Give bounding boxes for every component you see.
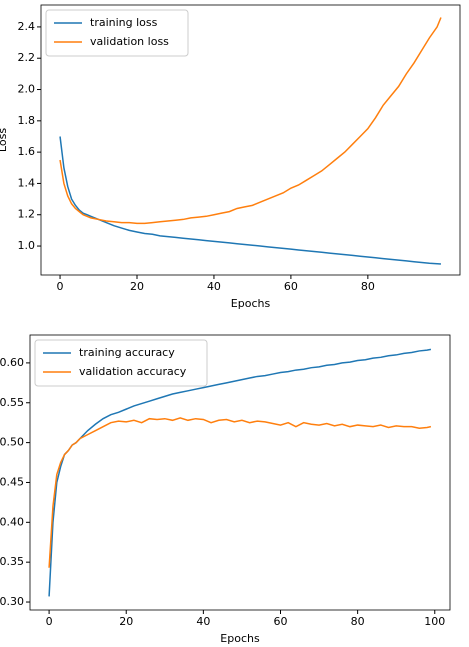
data-line [48, 417, 432, 568]
x-tick-label: 20 [130, 280, 144, 293]
data-line [48, 348, 432, 597]
y-axis-label: Loss [0, 128, 9, 152]
y-tick-label: 2.4 [18, 20, 36, 33]
y-tick-label: 1.6 [18, 145, 36, 158]
x-axis-label: Epochs [220, 632, 260, 645]
legend-label: training accuracy [79, 346, 175, 359]
legend-label: validation loss [90, 35, 169, 48]
y-tick-label: 0.40 [0, 515, 24, 528]
y-tick-label: 2.2 [18, 51, 36, 64]
y-tick-label: 1.4 [18, 176, 36, 189]
legend-label: training loss [90, 16, 158, 29]
x-tick-label: 0 [46, 615, 53, 628]
data-line [59, 136, 442, 265]
x-axis-label: Epochs [231, 297, 271, 310]
plot-frame [40, 4, 461, 276]
legend-label: validation accuracy [79, 365, 187, 378]
x-tick-label: 40 [196, 615, 210, 628]
y-tick-label: 0.50 [0, 436, 24, 449]
x-tick-label: 80 [351, 615, 365, 628]
y-tick-label: 1.2 [18, 208, 36, 221]
y-tick-label: 2.0 [18, 83, 36, 96]
x-tick-label: 100 [424, 615, 445, 628]
data-line [59, 17, 442, 225]
x-tick-label: 80 [361, 280, 375, 293]
x-tick-label: 0 [57, 280, 64, 293]
x-tick-label: 60 [273, 615, 287, 628]
y-tick-label: 0.55 [0, 396, 24, 409]
y-tick-label: 0.35 [0, 555, 24, 568]
y-tick-label: 0.60 [0, 356, 24, 369]
x-tick-label: 40 [207, 280, 221, 293]
plot-frame [29, 334, 451, 611]
x-tick-label: 60 [284, 280, 298, 293]
y-tick-label: 1.0 [18, 239, 36, 252]
x-tick-label: 20 [119, 615, 133, 628]
legend-box [34, 339, 208, 387]
y-tick-label: 1.8 [18, 114, 36, 127]
y-tick-label: 0.45 [0, 475, 24, 488]
legend-box [45, 9, 189, 57]
y-tick-label: 0.30 [0, 595, 24, 608]
